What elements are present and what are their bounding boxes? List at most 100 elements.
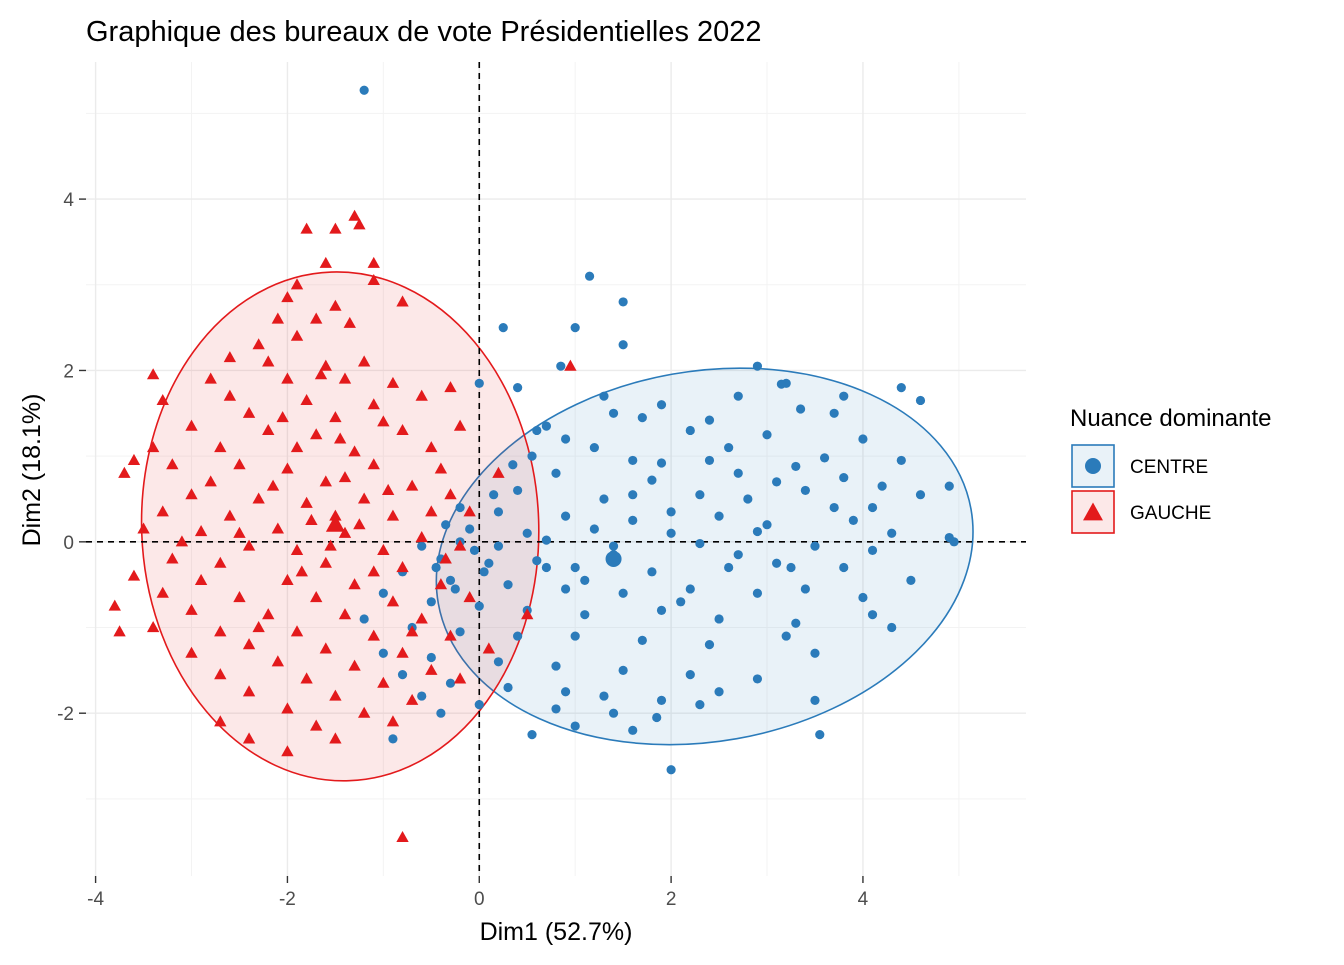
point-gauche (439, 552, 452, 564)
point-centre (599, 691, 609, 701)
point-centre (915, 490, 926, 500)
point-centre (618, 297, 628, 307)
point-gauche (300, 672, 313, 684)
point-centre (560, 584, 571, 594)
point-centre (637, 635, 647, 645)
point-gauche (194, 525, 208, 537)
point-gauche (214, 715, 227, 727)
point-gauche (146, 368, 160, 380)
point-centre (570, 721, 580, 731)
point-centre (915, 395, 926, 406)
point-gauche (271, 655, 285, 667)
point-gauche (305, 513, 318, 525)
point-centre (656, 605, 667, 615)
point-gauche (386, 376, 400, 388)
point-centre (704, 415, 715, 425)
point-centre (455, 502, 465, 513)
point-gauche (281, 573, 294, 585)
point-centre (541, 421, 552, 431)
point-gauche (252, 492, 265, 504)
point-gauche (463, 505, 476, 517)
point-gauche (334, 432, 347, 444)
point-gauche (353, 518, 366, 530)
point-centre (666, 507, 676, 517)
point-centre (551, 468, 561, 478)
point-gauche (386, 715, 400, 727)
point-gauche (127, 453, 141, 465)
point-gauche (295, 565, 308, 577)
point-gauche (357, 355, 371, 367)
point-gauche (310, 719, 323, 731)
point-centre (676, 597, 686, 607)
point-centre (752, 526, 763, 537)
point-centre (800, 485, 810, 496)
point-centre (685, 670, 695, 680)
point-centre (580, 575, 590, 585)
point-centre (628, 725, 638, 735)
point-centre (450, 584, 460, 594)
point-gauche (166, 458, 179, 470)
point-gauche (338, 471, 352, 483)
point-gauche (175, 535, 189, 547)
point-centre (839, 391, 849, 401)
point-centre (580, 610, 590, 620)
point-centre (445, 575, 456, 585)
point-gauche (300, 496, 313, 508)
point-centre (714, 511, 724, 521)
point-gauche (405, 625, 419, 637)
point-centre (359, 85, 369, 95)
point-centre (426, 652, 436, 663)
point-centre (656, 695, 667, 705)
point-centre (791, 618, 801, 628)
point-centre (560, 511, 571, 521)
point-centre (532, 425, 542, 436)
point-centre (637, 412, 647, 423)
point-gauche (348, 209, 361, 221)
mean-gauche (325, 514, 345, 532)
point-gauche (185, 646, 198, 658)
point-gauche (319, 359, 332, 371)
point-gauche (338, 608, 352, 620)
point-centre (541, 562, 552, 573)
point-centre (887, 622, 897, 633)
point-gauche (310, 312, 323, 324)
point-centre (685, 425, 695, 436)
point-centre (733, 391, 743, 401)
point-gauche (118, 466, 131, 478)
point-centre (714, 687, 724, 697)
point-gauche (223, 351, 237, 363)
point-centre (772, 477, 782, 487)
point-centre (522, 528, 532, 538)
point-gauche (281, 745, 294, 757)
y-tick-label: 2 (63, 361, 74, 382)
point-gauche (290, 329, 304, 341)
point-centre (474, 601, 484, 611)
point-centre (474, 700, 484, 710)
point-gauche (367, 458, 380, 470)
chart-title: Graphique des bureaux de vote Présidenti… (86, 16, 762, 48)
point-centre (608, 408, 619, 418)
point-centre (848, 515, 858, 526)
point-centre (810, 695, 820, 705)
point-centre (474, 378, 484, 388)
point-centre (397, 670, 408, 680)
point-gauche (338, 526, 352, 538)
point-centre (479, 567, 489, 577)
ellipse-centre (435, 367, 974, 746)
point-centre (513, 631, 523, 641)
point-centre (560, 687, 571, 697)
point-gauche (281, 702, 294, 714)
point-centre (513, 383, 523, 393)
point-gauche (319, 642, 332, 654)
point-gauche (324, 539, 337, 551)
point-gauche (367, 256, 380, 268)
point-gauche (415, 531, 428, 543)
point-centre (527, 730, 537, 740)
point-centre (877, 481, 887, 491)
point-centre (532, 556, 542, 566)
point-centre (618, 588, 628, 598)
point-gauche (453, 419, 467, 431)
point-gauche (137, 522, 150, 534)
point-gauche (329, 689, 342, 701)
point-centre (733, 550, 743, 560)
